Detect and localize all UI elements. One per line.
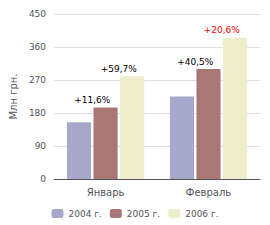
svg-text:+11,6%: +11,6% <box>74 95 111 105</box>
svg-text:2006 г.: 2006 г. <box>185 209 218 219</box>
svg-text:90: 90 <box>35 141 47 151</box>
svg-text:0: 0 <box>40 174 46 184</box>
svg-text:2005 г.: 2005 г. <box>127 209 160 219</box>
svg-text:+59,7%: +59,7% <box>101 64 138 74</box>
svg-text:450: 450 <box>29 9 46 19</box>
svg-text:2004 г.: 2004 г. <box>68 209 101 219</box>
svg-text:270: 270 <box>29 75 46 85</box>
svg-text:180: 180 <box>29 108 46 118</box>
svg-text:360: 360 <box>29 42 46 52</box>
svg-text:+40,5%: +40,5% <box>177 57 214 67</box>
svg-text:Январь: Январь <box>87 187 125 198</box>
svg-text:Февраль: Февраль <box>186 187 232 198</box>
svg-text:+20,6%: +20,6% <box>204 25 241 35</box>
svg-text:Млн грн.: Млн грн. <box>8 73 19 119</box>
